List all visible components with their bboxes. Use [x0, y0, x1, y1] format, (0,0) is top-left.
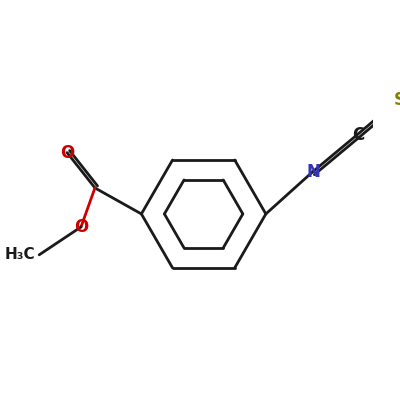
- Text: O: O: [74, 218, 88, 236]
- Text: S: S: [394, 91, 400, 109]
- Text: N: N: [306, 163, 320, 181]
- Text: H₃C: H₃C: [5, 247, 36, 262]
- Text: O: O: [60, 144, 74, 162]
- Text: C: C: [352, 126, 364, 144]
